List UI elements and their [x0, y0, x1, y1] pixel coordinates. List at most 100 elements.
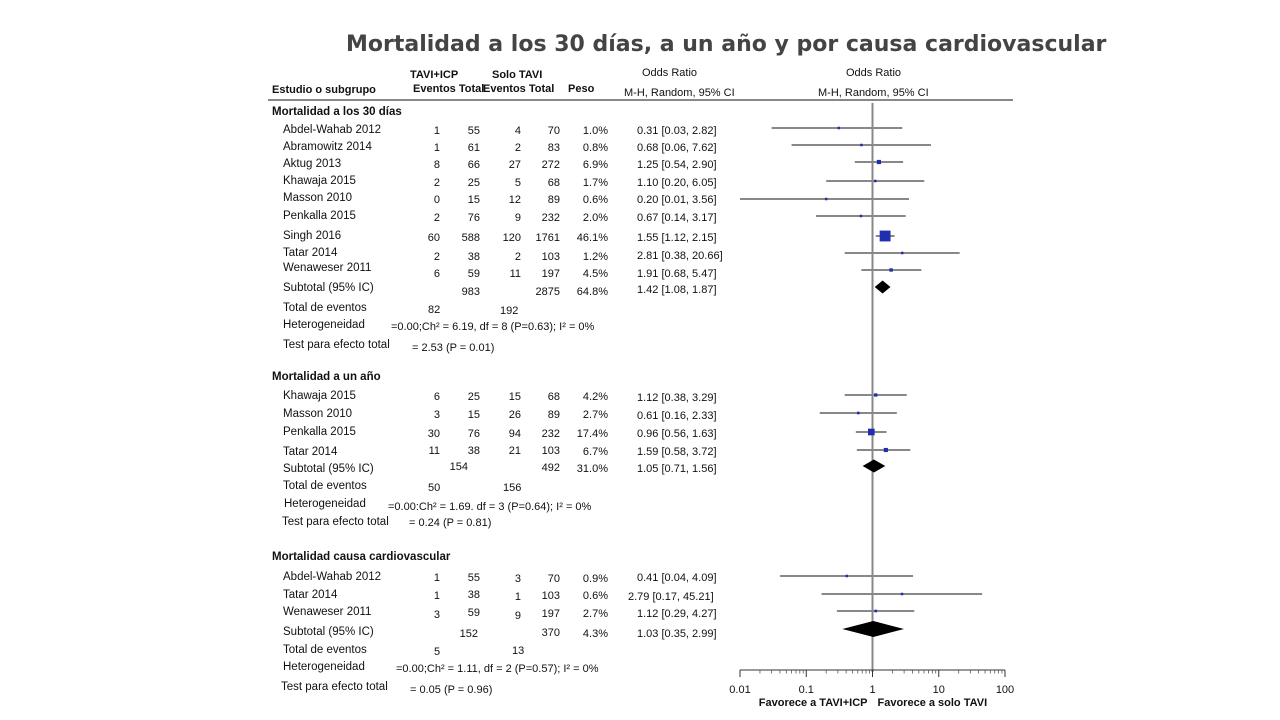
- tick-label: 10: [933, 684, 945, 696]
- events-2: 5: [514, 177, 521, 189]
- tick-label: 0.01: [729, 684, 750, 696]
- events-2: 26: [508, 409, 521, 421]
- study-marker: [860, 143, 863, 147]
- weight: 6.9%: [582, 159, 608, 171]
- study-marker: [845, 574, 849, 578]
- events-total-2: 192: [500, 305, 519, 317]
- pooled-diamond: [862, 459, 886, 473]
- total-1: 66: [467, 159, 480, 171]
- events-1: 6: [433, 391, 440, 403]
- events-1: 1: [433, 142, 440, 154]
- study-name: Masson 2010: [283, 192, 353, 204]
- odds-ratio-ci: 1.55 [1.12, 2.15]: [637, 232, 717, 244]
- events-1: 1: [433, 590, 440, 602]
- weight: 6.7%: [582, 446, 608, 458]
- events-1: 11: [428, 445, 440, 457]
- header-or-method-right: M-H, Random, 95% CI: [818, 87, 929, 99]
- events-2: 120: [502, 232, 521, 244]
- study-marker: [859, 214, 863, 218]
- odds-ratio-ci: 0.67 [0.14, 3.17]: [637, 212, 717, 224]
- study-marker: [876, 159, 882, 165]
- total-1: 15: [467, 409, 480, 421]
- overall-effect-value: = 0.05 (P = 0.96): [410, 684, 493, 696]
- weight: 0.6%: [582, 194, 608, 206]
- header-events-total-2: Eventos Total: [483, 83, 555, 95]
- weight: 0.9%: [582, 573, 608, 585]
- total-2: 68: [547, 177, 560, 189]
- study-marker: [874, 393, 878, 397]
- total-2: 272: [541, 159, 560, 171]
- study-marker: [879, 230, 891, 242]
- total-1: 55: [467, 125, 480, 137]
- study-name: Tatar 2014: [283, 247, 338, 259]
- study-name: Penkalla 2015: [283, 426, 356, 438]
- events-2: 9: [514, 610, 521, 622]
- header-or-title-left: Odds Ratio: [642, 67, 698, 79]
- total-2: 68: [547, 391, 560, 403]
- study-marker: [889, 268, 893, 272]
- weight: 0.8%: [582, 142, 608, 154]
- total-1: 25: [467, 177, 480, 189]
- subtotal-weight: 4.3%: [582, 628, 608, 640]
- header-events-total-1: Eventos Total: [413, 83, 485, 95]
- events-1: 2: [433, 251, 440, 263]
- events-total-1: 5: [434, 646, 441, 658]
- events-total-1: 50: [428, 482, 441, 494]
- weight: 1.7%: [582, 177, 608, 189]
- subtotal-total-1: 154: [449, 461, 468, 473]
- odds-ratio-ci: 0.31 [0.03, 2.82]: [637, 125, 717, 137]
- overall-effect-value: = 0.24 (P = 0.81): [409, 517, 492, 529]
- events-1: 8: [433, 159, 440, 171]
- total-1: 76: [467, 212, 480, 224]
- events-1: 60: [427, 232, 440, 244]
- total-1: 55: [467, 572, 480, 584]
- total-1: 61: [467, 142, 480, 154]
- favours-right-label: Favorece a solo TAVI: [878, 697, 988, 709]
- events-2: 3: [514, 573, 521, 585]
- header-rule: [268, 99, 1013, 101]
- section-title: Mortalidad causa cardiovascular: [272, 551, 451, 563]
- pooled-diamond: [874, 280, 891, 294]
- events-1: 3: [433, 609, 440, 621]
- weight: 4.2%: [582, 391, 608, 403]
- total-1: 588: [461, 232, 480, 244]
- events-1: 30: [427, 428, 440, 440]
- study-marker: [856, 411, 860, 415]
- total-2: 70: [547, 573, 560, 585]
- chart-title: Mortalidad a los 30 días, a un año y por…: [346, 32, 1107, 57]
- weight: 0.6%: [582, 590, 608, 602]
- events-2: 2: [514, 251, 521, 263]
- study-name: Wenaweser 2011: [283, 262, 372, 274]
- total-1: 38: [467, 445, 480, 457]
- heterogeneity-label: Heterogeneidad: [283, 661, 365, 673]
- odds-ratio-ci: 2.81 [0.38, 20.66]: [637, 250, 723, 262]
- events-1: 1: [433, 125, 440, 137]
- events-label: Total de eventos: [283, 644, 367, 656]
- events-1: 3: [433, 409, 440, 421]
- header-study: Estudio o subgrupo: [272, 84, 376, 96]
- total-2: 103: [541, 445, 560, 457]
- weight: 1.2%: [582, 251, 608, 263]
- favours-left-label: Favorece a TAVI+ICP: [759, 697, 868, 709]
- subtotal-weight: 31.0%: [576, 463, 608, 475]
- odds-ratio-ci: 1.59 [0.58, 3.72]: [637, 446, 717, 458]
- study-name: Khawaja 2015: [283, 390, 356, 402]
- events-label: Total de eventos: [283, 302, 367, 314]
- weight: 4.5%: [582, 268, 608, 280]
- study-name: Masson 2010: [283, 408, 353, 420]
- heterogeneity-label: Heterogeneidad: [284, 498, 366, 510]
- events-2: 15: [508, 391, 521, 403]
- total-1: 15: [467, 194, 480, 206]
- odds-ratio-ci: 1.25 [0.54, 2.90]: [637, 159, 717, 171]
- heterogeneity-value: =0.00;Ch² = 6.19, df = 8 (P=0.63); I² = …: [391, 321, 595, 333]
- events-1: 6: [433, 268, 440, 280]
- odds-ratio-ci: 0.96 [0.56, 1.63]: [637, 428, 717, 440]
- odds-ratio-ci: 1.10 [0.20, 6.05]: [637, 177, 717, 189]
- subtotal-label: Subtotal (95% IC): [283, 626, 374, 638]
- odds-ratio-ci: 0.68 [0.06, 7.62]: [637, 142, 717, 154]
- header-or-method-left: M-H, Random, 95% CI: [624, 87, 735, 99]
- tick-label: 100: [996, 684, 1014, 696]
- events-2: 12: [508, 194, 521, 206]
- subtotal-weight: 64.8%: [576, 286, 608, 298]
